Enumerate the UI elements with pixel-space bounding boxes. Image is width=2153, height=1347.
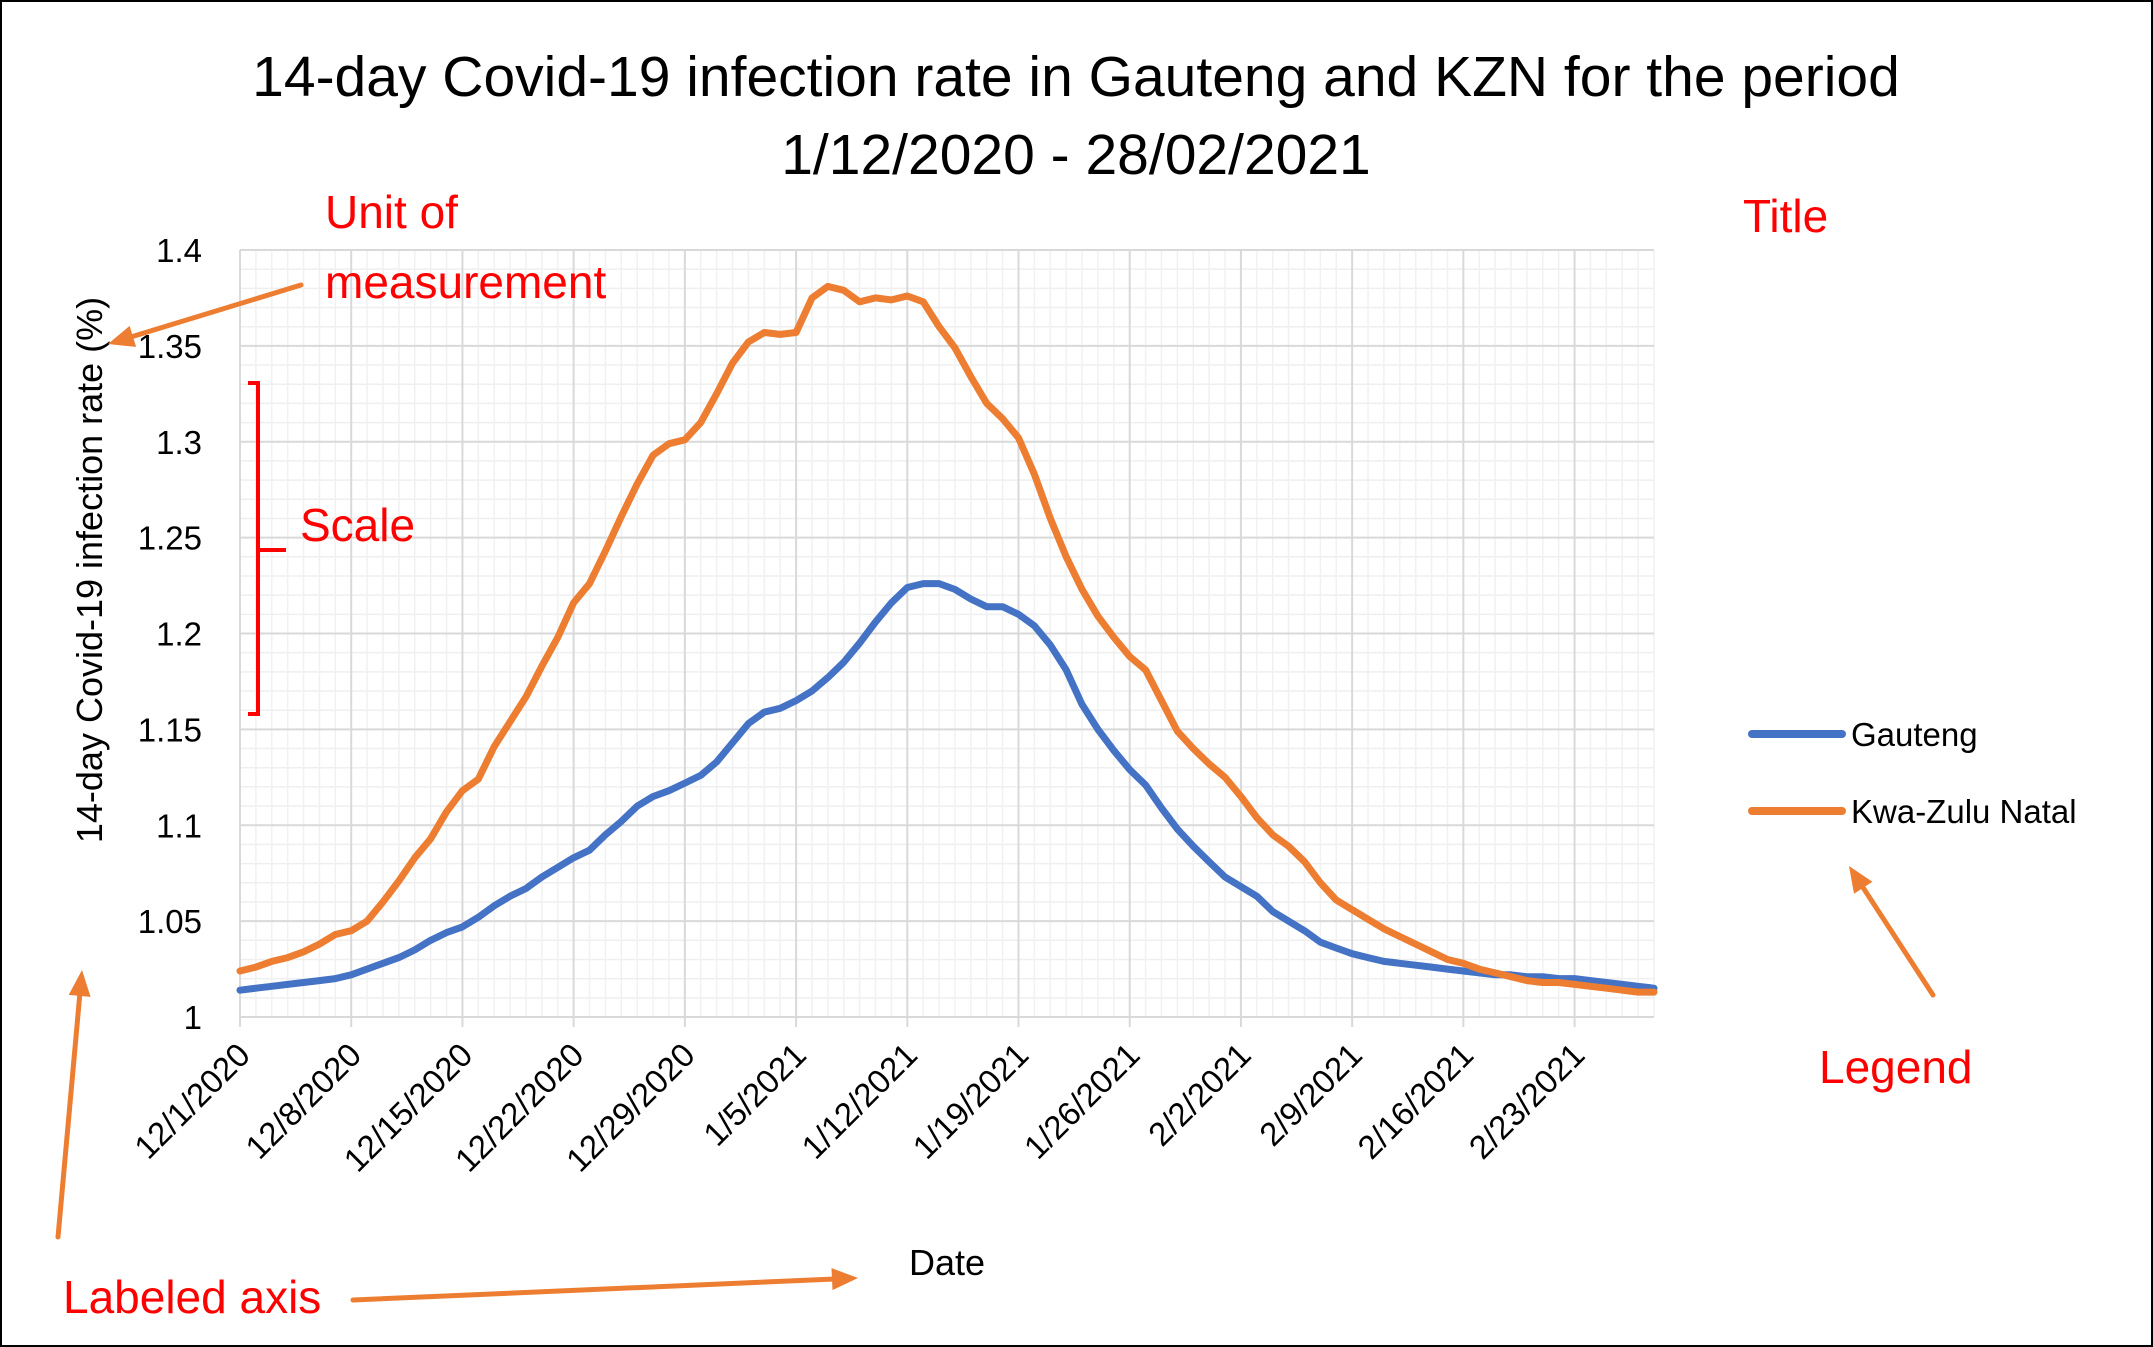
arrow-head	[108, 325, 137, 347]
series-layer	[236, 282, 1658, 996]
chart-title-line-2: 1/12/2020 - 28/02/2021	[781, 123, 1371, 187]
y-tick-label: 1.2	[156, 616, 202, 653]
legend-label-kwa-zulu-natal: Kwa-Zulu Natal	[1851, 793, 2077, 830]
arrow-to-x-axis-title	[350, 1268, 858, 1303]
annotation-legend-label: Legend	[1819, 1041, 1973, 1093]
arrow-to-legend	[1849, 866, 1936, 998]
legend: Gauteng Kwa-Zulu Natal	[1748, 716, 2077, 830]
y-tick-label: 1.3	[156, 424, 202, 461]
arrow-head	[68, 970, 91, 997]
arrow-head	[831, 1268, 858, 1291]
series-line-gauteng	[236, 580, 1658, 994]
arrow-shaft	[55, 993, 83, 1240]
annotation-arrows	[55, 282, 1936, 1303]
annotation-unit-of-measurement-line-1: Unit of	[325, 186, 458, 238]
y-tick-label: 1.15	[138, 711, 202, 748]
y-tick-label: 1.1	[156, 807, 202, 844]
arrow-shaft	[130, 282, 304, 339]
arrow-head	[1849, 866, 1873, 894]
y-axis-tick-labels: 11.051.11.151.21.251.31.351.4	[138, 232, 202, 1036]
series-line-kwa-zulu-natal	[236, 282, 1658, 996]
y-axis-title: 14-day Covid-19 infection rate (%)	[69, 297, 110, 843]
annotation-labeled-axis-label: Labeled axis	[63, 1271, 321, 1323]
y-tick-label: 1.4	[156, 232, 202, 269]
x-axis-title: Date	[909, 1242, 985, 1283]
annotation-title-label: Title	[1743, 190, 1828, 242]
arrow-to-y-axis-title	[55, 970, 91, 1240]
chart-title-line-1: 14-day Covid-19 infection rate in Gauten…	[252, 45, 1900, 109]
arrow-shaft	[1860, 885, 1936, 998]
arrow-shaft	[350, 1276, 835, 1303]
arrow-to-y-axis-unit	[108, 282, 304, 347]
annotation-scale-label: Scale	[300, 499, 415, 551]
scale-bracket	[248, 381, 286, 716]
y-tick-label: 1.05	[138, 903, 202, 940]
annotations: Unit of measurement Title Scale Legend L…	[55, 186, 1973, 1323]
y-tick-label: 1.25	[138, 520, 202, 557]
y-tick-label: 1	[184, 999, 202, 1036]
legend-label-gauteng: Gauteng	[1851, 716, 1978, 753]
annotation-unit-of-measurement-line-2: measurement	[325, 256, 606, 308]
